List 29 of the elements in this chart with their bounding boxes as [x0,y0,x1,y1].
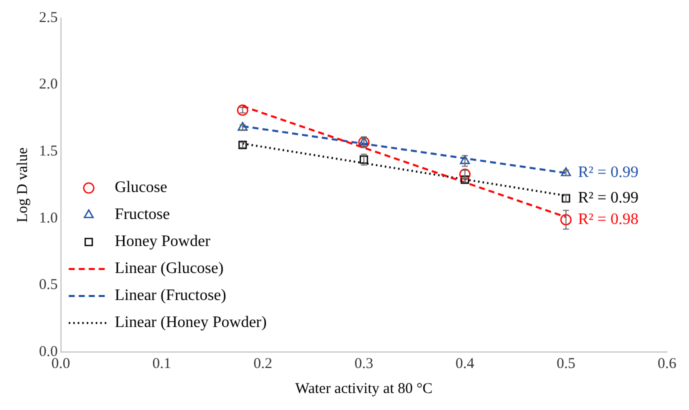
y-tick-label: 1.0 [39,210,58,226]
point [560,167,571,176]
legend-label: Fructose [114,206,170,224]
legend-label: Linear (Glucose) [114,260,224,278]
annotation: R² = 0.99 [578,164,638,182]
point [459,168,471,180]
annotation: R² = 0.99 [578,190,638,207]
legend-label: Linear (Honey Powder) [114,314,267,332]
y-tick-label: 2.0 [39,76,58,93]
point [358,136,370,148]
y-tick-label: 1.5 [39,144,58,160]
x-tick-label: 0.0 [51,356,70,372]
y-tick-label: 0.5 [39,277,58,294]
x-tick-label: 0.1 [152,356,172,372]
x-tick-label: 0.6 [658,356,677,372]
x-tick-label: 0.4 [456,356,475,372]
point [560,214,572,226]
legend-label: Honey Powder [114,233,211,250]
x-tick-label: 0.5 [556,356,576,372]
legend-label: Linear (Fructose) [114,287,226,304]
y-axis-title: Log D value [14,147,31,222]
point [236,104,248,116]
legend-label: Glucose [114,179,168,196]
point [460,155,470,164]
x-tick-label: 0.3 [354,356,374,372]
x-axis-title: Water activity at 80 °C [295,380,432,397]
y-tick-label: 2.5 [39,10,58,26]
annotation: R² = 0.98 [578,210,638,228]
x-tick-label: 0.2 [253,356,272,372]
